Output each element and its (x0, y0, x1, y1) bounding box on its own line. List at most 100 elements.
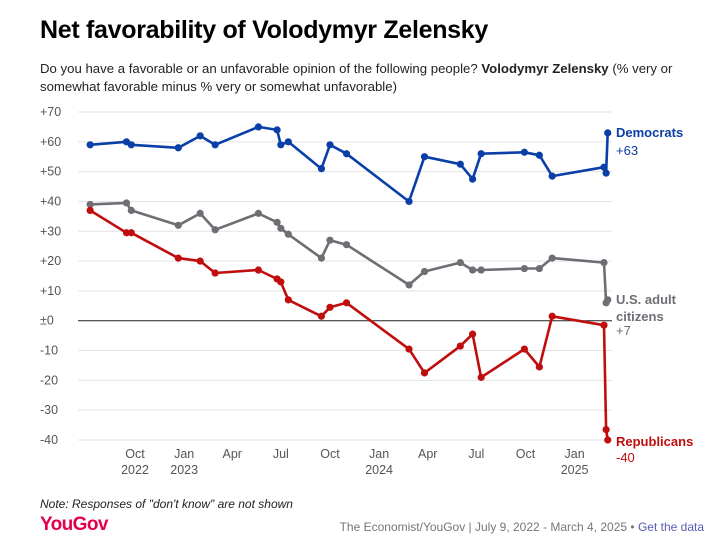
adults-point (273, 218, 281, 226)
adults-series-label: U.S. adult (616, 292, 677, 307)
adults-point (468, 266, 477, 274)
republicans-series-label: Republicans (616, 434, 693, 449)
adults-point (477, 266, 485, 274)
republicans-point (548, 312, 556, 320)
x-tick-label: Oct (516, 447, 536, 461)
series-lines (86, 123, 612, 444)
adults-point (405, 281, 413, 289)
democrats-point (602, 169, 610, 177)
y-tick-label: -10 (40, 344, 58, 358)
democrats-point (326, 141, 334, 149)
democrats-point (600, 163, 608, 171)
democrats-point (548, 172, 556, 180)
x-tick-year: 2024 (365, 463, 393, 477)
adults-point (548, 254, 556, 262)
democrats-point (277, 141, 285, 149)
democrats-point (127, 141, 135, 149)
get-data-link[interactable]: Get the data (637, 520, 704, 534)
subtitle-suffix: (% very or somewhat favorable minus % ve… (40, 61, 673, 94)
republicans-point (342, 299, 351, 307)
y-tick-label: +10 (40, 284, 61, 298)
yougov-logo[interactable]: YouGov (40, 514, 108, 535)
republicans-point (211, 269, 219, 277)
adults-point (520, 264, 529, 273)
democrats-point (317, 165, 326, 173)
democrats-point (86, 141, 94, 149)
y-tick-label: ±0 (40, 314, 54, 328)
republicans-point (405, 345, 413, 353)
page-title: Net favorability of Volodymyr Zelensky (40, 16, 488, 44)
republicans-point (477, 373, 485, 381)
republicans-point (86, 206, 94, 214)
footnote: Note: Responses of "don't know" are not … (40, 497, 293, 511)
gridlines (78, 111, 612, 441)
subtitle-bold: Volodymyr Zelensky (481, 61, 609, 76)
series-labels: Democrats +63 U.S. adult citizens+7 Republic… (616, 125, 693, 465)
y-tick-label: -20 (40, 373, 58, 387)
democrats-series-label: Democrats (616, 125, 683, 140)
democrats-point (520, 148, 529, 156)
adults-point (122, 199, 131, 207)
democrats-point (405, 197, 413, 206)
democrats-point (420, 153, 429, 161)
democrats-point (468, 175, 477, 183)
y-tick-label: -30 (40, 403, 58, 417)
republicans-point (604, 436, 612, 444)
adults-point (277, 224, 285, 232)
y-tick-label: +70 (40, 105, 61, 119)
republicans-point (326, 303, 334, 311)
adults-point (211, 226, 219, 234)
democrats-point (477, 150, 485, 158)
adults-point (420, 267, 429, 276)
adults-point (456, 258, 464, 267)
democrats-point (211, 141, 219, 149)
x-tick-label: Jan (174, 447, 194, 461)
y-tick-label: -40 (40, 433, 58, 447)
x-tick-label: Apr (223, 447, 242, 461)
republicans-point (317, 312, 326, 320)
source-text: The Economist/YouGov | July 9, 2022 - Ma… (339, 520, 638, 534)
democrats-point (535, 151, 543, 159)
republicans-point (456, 342, 464, 350)
democrats-point (284, 138, 292, 146)
x-tick-label: Oct (125, 447, 145, 461)
republicans-point (600, 321, 608, 329)
adults-series-label: citizens (616, 309, 664, 324)
democrats-point (273, 126, 281, 134)
y-axis-labels: -40 -30 -20 -10 ±0 +10 +20 +30 +40 +50 +60 +70 (40, 105, 61, 447)
y-tick-label: +40 (40, 194, 61, 208)
y-tick-label: +30 (40, 224, 61, 238)
x-tick-label: Jul (468, 447, 484, 461)
x-tick-label: Jul (273, 447, 289, 461)
democrats-value-label: +63 (616, 143, 638, 158)
republicans-point (420, 369, 429, 377)
adults-point (317, 254, 326, 262)
republicans-point (468, 330, 477, 338)
republicans-point (174, 254, 182, 262)
adults-value-label: +7 (616, 323, 631, 338)
republicans-point (127, 229, 135, 237)
democrats-point (174, 144, 182, 152)
democrats-point (196, 132, 204, 140)
x-tick-label: Apr (418, 447, 437, 461)
adults-point (326, 236, 334, 244)
adults-point (254, 209, 263, 217)
republicans-point (602, 425, 610, 434)
republicans-point (277, 278, 285, 286)
democrats-line (89, 125, 609, 203)
republicans-value-label: -40 (616, 450, 635, 465)
x-tick-year: 2023 (170, 463, 198, 477)
republicans-point (535, 363, 543, 371)
republicans-point (520, 345, 529, 353)
adults-point (284, 230, 292, 238)
x-tick-year: 2025 (561, 463, 589, 477)
republicans-point (254, 266, 263, 274)
adults-point (600, 258, 608, 267)
x-tick-label: Oct (320, 447, 340, 461)
republicans-line (89, 209, 609, 441)
adults-point (196, 209, 204, 217)
adults-point (535, 264, 543, 273)
source-line: The Economist/YouGov | July 9, 2022 - Ma… (340, 520, 704, 534)
x-tick-year: 2022 (121, 463, 149, 477)
